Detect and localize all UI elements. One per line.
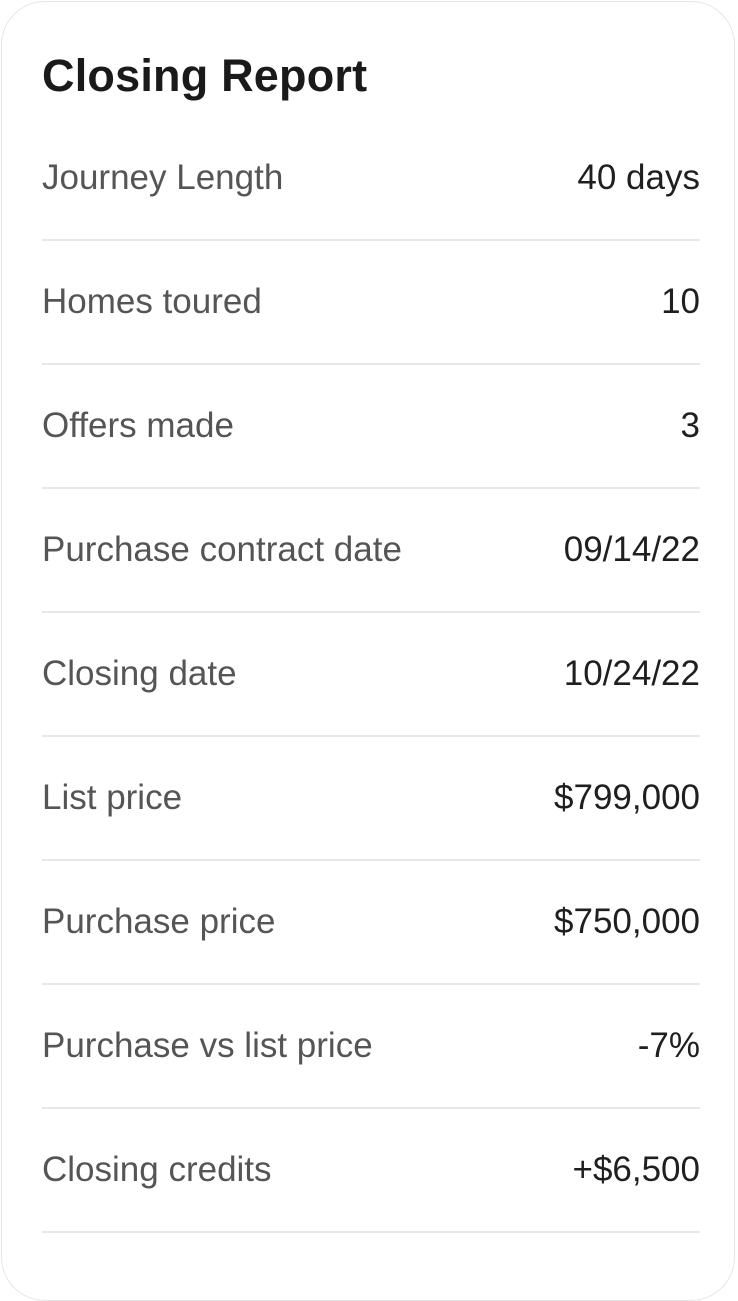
row-list-price: List price $799,000 [42, 737, 700, 861]
page-title: Closing Report [42, 50, 368, 101]
row-value: 10/24/22 [563, 654, 700, 693]
row-label: Closing credits [42, 1150, 272, 1189]
row-label: Purchase vs list price [42, 1026, 373, 1065]
row-purchase-price: Purchase price $750,000 [42, 861, 700, 985]
row-closing-credits: Closing credits +$6,500 [42, 1109, 700, 1233]
report-list: Journey Length 40 days Homes toured 10 O… [42, 117, 700, 1233]
row-label: Purchase price [42, 902, 276, 941]
row-label: Journey Length [42, 158, 284, 197]
row-value: 09/14/22 [563, 530, 700, 569]
row-value: 3 [680, 406, 700, 445]
row-homes-toured: Homes toured 10 [42, 241, 700, 365]
row-label: Purchase contract date [42, 530, 402, 569]
row-purchase-vs-list-price: Purchase vs list price -7% [42, 985, 700, 1109]
row-value: $750,000 [554, 902, 700, 941]
row-purchase-contract-date: Purchase contract date 09/14/22 [42, 489, 700, 613]
row-value: 40 days [577, 158, 700, 197]
row-value: 10 [661, 282, 700, 321]
row-offers-made: Offers made 3 [42, 365, 700, 489]
row-closing-date: Closing date 10/24/22 [42, 613, 700, 737]
row-label: List price [42, 778, 183, 817]
row-label: Homes toured [42, 282, 262, 321]
row-value: $799,000 [554, 778, 700, 817]
row-label: Offers made [42, 406, 234, 445]
row-value: -7% [637, 1026, 700, 1065]
row-value: +$6,500 [572, 1150, 701, 1189]
row-label: Closing date [42, 654, 237, 693]
row-journey-length: Journey Length 40 days [42, 117, 700, 241]
